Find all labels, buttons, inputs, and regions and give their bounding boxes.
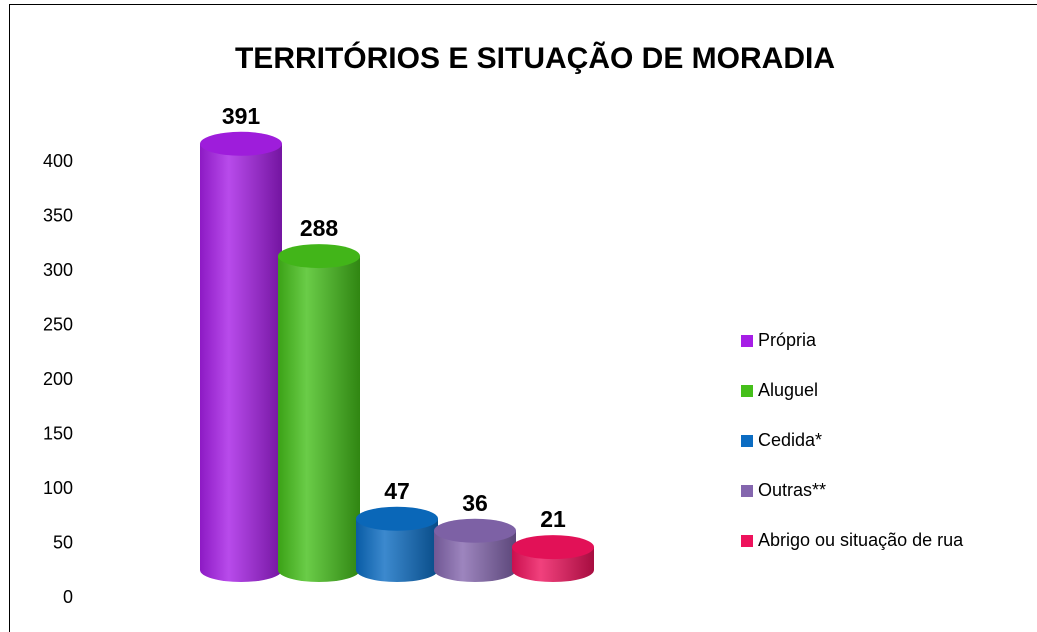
y-tick-label: 150 xyxy=(43,423,73,443)
bar-top xyxy=(356,506,438,531)
bar xyxy=(200,131,282,582)
legend-swatch xyxy=(741,435,753,447)
legend-label: Aluguel xyxy=(758,380,818,400)
value-label: 288 xyxy=(300,215,339,241)
legend-label: Cedida* xyxy=(758,430,822,450)
value-label: 21 xyxy=(540,506,566,532)
y-tick-label: 200 xyxy=(43,369,73,389)
bar-top xyxy=(200,131,282,156)
legend-swatch xyxy=(741,385,753,397)
bar xyxy=(512,535,594,582)
chart-title: TERRITÓRIOS E SITUAÇÃO DE MORADIA xyxy=(235,41,835,75)
value-label: 391 xyxy=(222,103,261,129)
value-label: 47 xyxy=(384,478,410,504)
y-tick-label: 400 xyxy=(43,151,73,171)
legend-swatch xyxy=(741,535,753,547)
y-tick-label: 0 xyxy=(63,587,73,607)
legend-label: Abrigo ou situação de rua xyxy=(758,530,964,550)
bar-body xyxy=(278,256,360,582)
y-tick-label: 350 xyxy=(43,205,73,225)
bar-top xyxy=(512,535,594,560)
legend-swatch xyxy=(741,335,753,347)
bar xyxy=(434,518,516,582)
bar xyxy=(278,244,360,582)
y-tick-label: 50 xyxy=(53,532,73,552)
bar-body xyxy=(356,518,438,582)
value-label: 36 xyxy=(462,490,488,516)
y-tick-label: 300 xyxy=(43,260,73,280)
legend-label: Própria xyxy=(758,330,817,350)
bar-top xyxy=(434,518,516,543)
legend-swatch xyxy=(741,485,753,497)
bar-body xyxy=(200,143,282,582)
bar-body xyxy=(434,530,516,582)
y-tick-label: 100 xyxy=(43,478,73,498)
bar-top xyxy=(278,244,360,269)
y-tick-label: 250 xyxy=(43,314,73,334)
bar xyxy=(356,506,438,582)
legend-label: Outras** xyxy=(758,480,826,500)
frame xyxy=(9,4,1037,632)
